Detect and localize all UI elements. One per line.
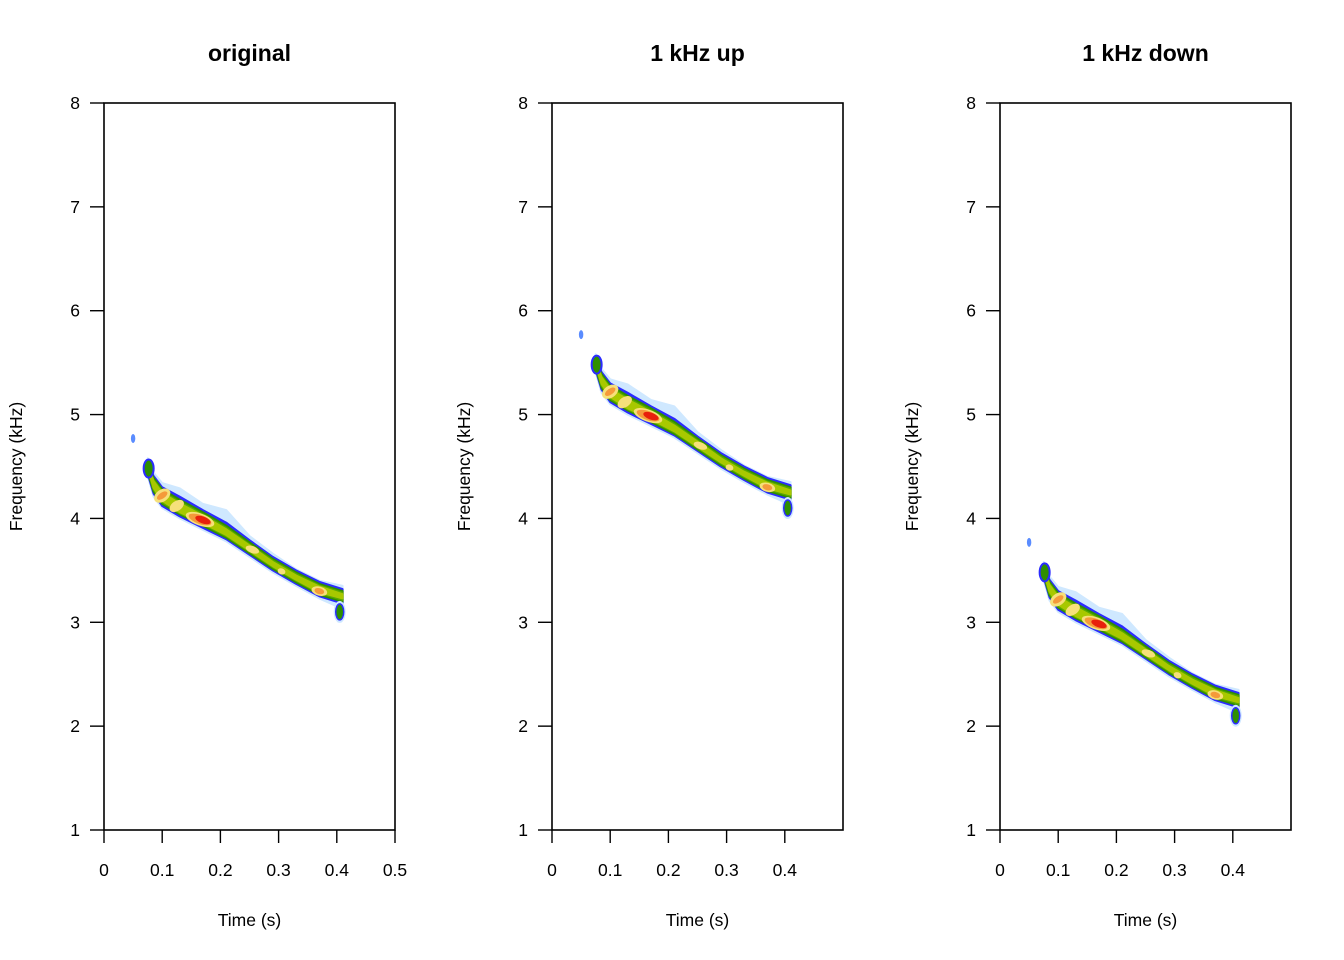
y-tick-label: 5 <box>966 405 976 425</box>
x-tick-label: 0 <box>547 860 557 880</box>
panel-1-khz-up: 1 kHz up 1 2 3 4 5 6 7 8 0 0.1 0.2 0.3 0.4 Time (s) Fre… <box>454 40 844 930</box>
spectrogram <box>578 330 794 520</box>
spectrogram <box>1026 537 1242 727</box>
y-tick-label: 3 <box>70 612 80 632</box>
x-axis: 0 0.1 0.2 0.3 0.4 <box>995 830 1245 880</box>
y-axis: 1 2 3 4 5 6 7 8 <box>70 93 104 840</box>
x-tick-label: 0.1 <box>150 860 174 880</box>
call-onset <box>142 458 155 479</box>
call-onset <box>590 354 603 375</box>
x-axis: 0 0.1 0.2 0.3 0.4 0.5 <box>99 830 407 880</box>
energy-hotspot <box>617 395 632 409</box>
y-tick-label: 3 <box>518 612 528 632</box>
y-tick-label: 7 <box>966 197 976 217</box>
energy-hotspot <box>277 568 286 575</box>
isolated-blob <box>578 330 584 340</box>
x-tick-label: 0 <box>995 860 1005 880</box>
x-tick-label: 0.3 <box>1162 860 1186 880</box>
y-axis-title: Frequency (kHz) <box>454 402 474 531</box>
chart-title: original <box>208 40 291 66</box>
isolated-blob <box>1026 537 1032 547</box>
energy-hotspot <box>693 441 708 450</box>
x-tick-label: 0.2 <box>1104 860 1128 880</box>
y-tick-label: 6 <box>518 301 528 321</box>
y-tick-label: 3 <box>966 612 976 632</box>
call-onset <box>1038 562 1051 583</box>
energy-hotspot <box>604 387 616 396</box>
y-tick-label: 4 <box>966 508 976 528</box>
x-tick-label: 0.5 <box>383 860 407 880</box>
energy-hotspot <box>762 484 773 491</box>
energy-hotspot <box>1065 603 1080 616</box>
x-axis: 0 0.1 0.2 0.3 0.4 <box>547 830 797 880</box>
plot-frame <box>103 102 396 831</box>
spectrogram <box>130 433 346 623</box>
energy-hotspot <box>1141 649 1156 658</box>
y-tick-label: 8 <box>966 93 976 113</box>
isolated-blob <box>130 433 136 443</box>
panel-1-khz-down: 1 kHz down 1 2 3 4 5 6 7 8 0 0.1 0.2 0.3 0.4 Time (s) F… <box>902 40 1292 930</box>
tail-blob <box>1230 707 1241 725</box>
x-axis-title: Time (s) <box>218 910 282 930</box>
x-tick-label: 0.2 <box>656 860 680 880</box>
y-tick-label: 4 <box>518 508 528 528</box>
energy-hotspot <box>1173 672 1182 679</box>
y-tick-label: 4 <box>70 508 80 528</box>
energy-hotspot <box>314 587 325 595</box>
energy-hotspot <box>156 491 168 500</box>
x-axis-title: Time (s) <box>666 910 730 930</box>
energy-hotspot <box>245 545 260 554</box>
y-tick-label: 2 <box>518 716 528 736</box>
plot-frame <box>999 102 1292 831</box>
panel-original: original 1 2 3 4 5 6 7 8 0 0.1 0.2 0.3 0.4 0.5 Time (s)… <box>6 40 407 930</box>
plot-frame <box>551 102 844 831</box>
energy-hotspot <box>725 464 734 471</box>
y-tick-label: 2 <box>70 716 80 736</box>
y-tick-label: 1 <box>966 820 976 840</box>
x-tick-label: 0.1 <box>598 860 622 880</box>
x-tick-label: 0.4 <box>325 860 350 880</box>
y-tick-label: 5 <box>70 405 80 425</box>
energy-hotspot <box>195 515 211 525</box>
x-tick-label: 0.4 <box>1221 860 1246 880</box>
y-axis-title: Frequency (kHz) <box>902 402 922 531</box>
y-tick-label: 1 <box>518 820 528 840</box>
tail-blob <box>782 499 793 517</box>
y-tick-label: 7 <box>70 197 80 217</box>
energy-hotspot <box>169 499 184 513</box>
tail-blob <box>334 603 345 621</box>
x-tick-label: 0.1 <box>1046 860 1070 880</box>
energy-hotspot <box>1210 691 1221 699</box>
y-tick-label: 1 <box>70 820 80 840</box>
y-tick-label: 2 <box>966 716 976 736</box>
y-tick-label: 8 <box>70 93 80 113</box>
energy-hotspot <box>643 411 659 421</box>
y-tick-label: 8 <box>518 93 528 113</box>
chart-title: 1 kHz up <box>650 40 745 66</box>
energy-hotspot <box>1091 619 1107 629</box>
y-tick-label: 6 <box>70 301 80 321</box>
energy-hotspot <box>1052 595 1064 604</box>
x-tick-label: 0.4 <box>773 860 798 880</box>
x-tick-label: 0.2 <box>208 860 232 880</box>
x-tick-label: 0.3 <box>266 860 290 880</box>
y-axis: 1 2 3 4 5 6 7 8 <box>518 93 552 840</box>
x-tick-label: 0 <box>99 860 109 880</box>
x-axis-title: Time (s) <box>1114 910 1178 930</box>
y-tick-label: 5 <box>518 405 528 425</box>
y-tick-label: 6 <box>966 301 976 321</box>
y-axis: 1 2 3 4 5 6 7 8 <box>966 93 1000 840</box>
x-tick-label: 0.3 <box>714 860 738 880</box>
y-tick-label: 7 <box>518 197 528 217</box>
chart-title: 1 kHz down <box>1082 40 1209 66</box>
y-axis-title: Frequency (kHz) <box>6 402 26 531</box>
